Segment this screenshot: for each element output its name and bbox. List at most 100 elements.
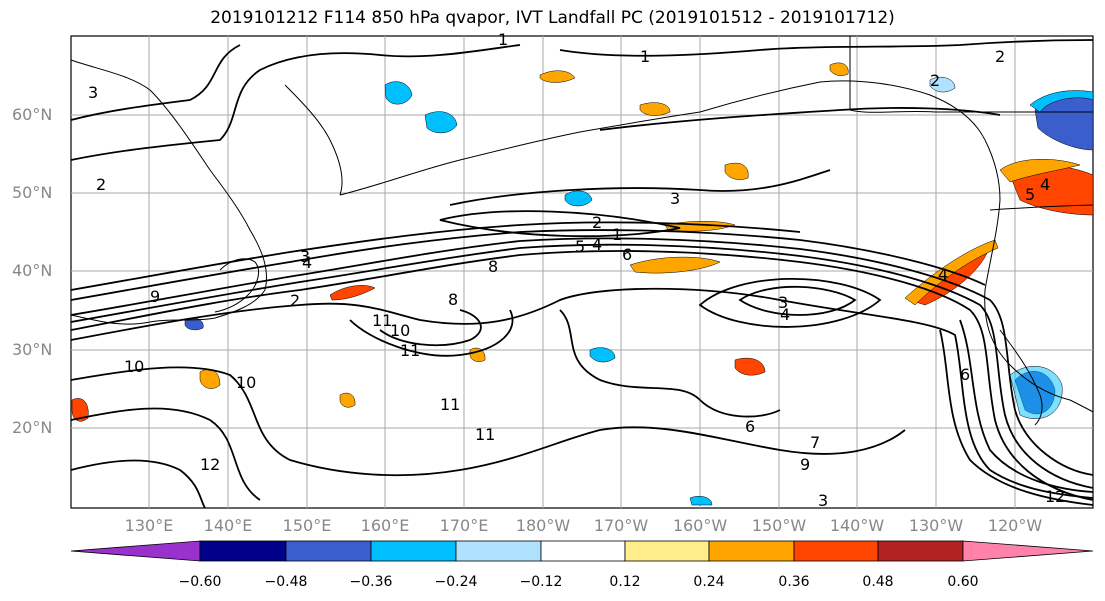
colorbar-swatch bbox=[877, 540, 964, 562]
lat-label: 60°N bbox=[12, 105, 53, 124]
contour-label: 4 bbox=[302, 253, 312, 272]
colorbar-tick: −0.48 bbox=[264, 574, 308, 590]
contour-label: 4 bbox=[592, 235, 602, 254]
coastline-baja bbox=[999, 329, 1043, 426]
contour-line bbox=[70, 237, 1094, 476]
shade-blob-cyan bbox=[1009, 366, 1063, 419]
contour-label: 7 bbox=[810, 433, 820, 452]
contour-label: 11 bbox=[400, 341, 420, 360]
lat-label: 50°N bbox=[12, 183, 53, 202]
border-canada-us bbox=[989, 204, 1094, 211]
lon-label: 140°W bbox=[829, 516, 885, 535]
contour-label: 1 bbox=[498, 30, 508, 49]
colorbar-swatch bbox=[199, 540, 287, 562]
coastline-kamchatka bbox=[284, 84, 343, 196]
colorbar-tick: 0.60 bbox=[947, 574, 979, 590]
shade-blob-orange bbox=[734, 357, 766, 376]
lon-label: 130°E bbox=[124, 516, 174, 535]
contour-line bbox=[349, 309, 514, 357]
colorbar-tick: −0.12 bbox=[519, 574, 563, 590]
contour-label: 10 bbox=[124, 357, 144, 376]
contour-line bbox=[70, 229, 986, 301]
contour-label: 6 bbox=[745, 417, 755, 436]
qvapor-shading bbox=[71, 62, 1094, 506]
colorbar bbox=[70, 540, 1094, 562]
colorbar-swatch bbox=[370, 540, 457, 562]
contour-line bbox=[939, 329, 1094, 506]
shade-blob-orange bbox=[71, 398, 89, 422]
contour-line bbox=[70, 287, 1094, 499]
lon-label: 130°W bbox=[908, 516, 964, 535]
contour-label: 5 bbox=[1025, 185, 1035, 204]
contour-line bbox=[559, 39, 1094, 57]
contour-label: 2 bbox=[930, 71, 940, 90]
colorbar-extend-right bbox=[962, 540, 1094, 562]
shade-blob-cyan bbox=[589, 347, 616, 363]
contour-label: 12 bbox=[1045, 487, 1065, 506]
shade-blob-orange bbox=[339, 392, 356, 408]
contour-line bbox=[449, 169, 831, 206]
contour-label: 11 bbox=[372, 311, 392, 330]
coastline-hudson bbox=[849, 36, 1093, 113]
shade-blob-cyan bbox=[689, 496, 713, 506]
lat-label: 30°N bbox=[12, 340, 53, 359]
contour-line bbox=[70, 407, 261, 501]
lat-label: 20°N bbox=[12, 418, 53, 437]
shade-blob-cyan bbox=[384, 81, 413, 105]
contour-label: 2 bbox=[290, 291, 300, 310]
contour-line bbox=[599, 107, 1001, 131]
shade-blob-orange bbox=[724, 162, 749, 180]
lon-label: 180°W bbox=[515, 516, 571, 535]
coastline-asia bbox=[70, 59, 268, 325]
lon-label: 150°W bbox=[751, 516, 807, 535]
contour-label: 8 bbox=[448, 290, 458, 309]
contour-label: 10 bbox=[390, 321, 410, 340]
contour-label: 3 bbox=[818, 491, 828, 510]
map-title: 2019101212 F114 850 hPa qvapor, IVT Land… bbox=[210, 8, 895, 28]
contour-label: 6 bbox=[622, 245, 632, 264]
contour-label: 8 bbox=[488, 257, 498, 276]
colorbar-tick: 0.48 bbox=[862, 574, 894, 590]
contour-line bbox=[70, 243, 1094, 489]
coastline-aleutians bbox=[339, 111, 701, 196]
contour-label: 3 bbox=[300, 247, 310, 266]
colorbar-swatch bbox=[455, 540, 542, 562]
colorbar-swatch bbox=[540, 540, 626, 562]
shade-blob-cyan bbox=[929, 77, 956, 93]
contour-label: 3 bbox=[778, 293, 788, 312]
contour-label: 10 bbox=[236, 373, 256, 392]
lat-label: 40°N bbox=[12, 261, 53, 280]
contour-line bbox=[439, 210, 681, 238]
contour-label: 9 bbox=[150, 287, 160, 306]
lon-label: 160°W bbox=[672, 516, 728, 535]
shade-blob-cyan bbox=[1029, 90, 1094, 113]
contour-label: 5 bbox=[575, 237, 585, 256]
contour-line bbox=[559, 309, 781, 418]
coastlines bbox=[70, 36, 1094, 426]
colorbar-extend-left bbox=[70, 540, 201, 562]
contour-label: 4 bbox=[1040, 175, 1050, 194]
contour-line bbox=[959, 319, 1094, 493]
shade-blob-cyan bbox=[564, 190, 593, 207]
lon-label: 170°E bbox=[439, 516, 489, 535]
contour-label: 2 bbox=[96, 175, 106, 194]
contour-labels: 1 1 2 3 2 3 2 1 5 4 6 8 3 4 4 5 4 3 2 8 … bbox=[88, 30, 1065, 510]
colorbar-tick: −0.36 bbox=[349, 574, 393, 590]
coastline-japan bbox=[214, 258, 259, 313]
shade-blob-cyan bbox=[424, 111, 458, 134]
contour-label: 2 bbox=[995, 47, 1005, 66]
shade-blob-orange bbox=[999, 159, 1081, 183]
colorbar-tick: −0.60 bbox=[178, 574, 222, 590]
shade-blob-orange bbox=[639, 102, 671, 116]
contour-label: 11 bbox=[475, 425, 495, 444]
lon-label: 150°E bbox=[282, 516, 332, 535]
contour-label: 3 bbox=[88, 83, 98, 102]
colorbar-swatch bbox=[285, 540, 372, 562]
contour-label: 11 bbox=[440, 395, 460, 414]
contour-line bbox=[70, 44, 241, 121]
colorbar-tick: 0.36 bbox=[778, 574, 810, 590]
contour-line bbox=[379, 309, 482, 347]
contour-label: 12 bbox=[200, 455, 220, 474]
shade-blob-orange bbox=[829, 62, 849, 76]
